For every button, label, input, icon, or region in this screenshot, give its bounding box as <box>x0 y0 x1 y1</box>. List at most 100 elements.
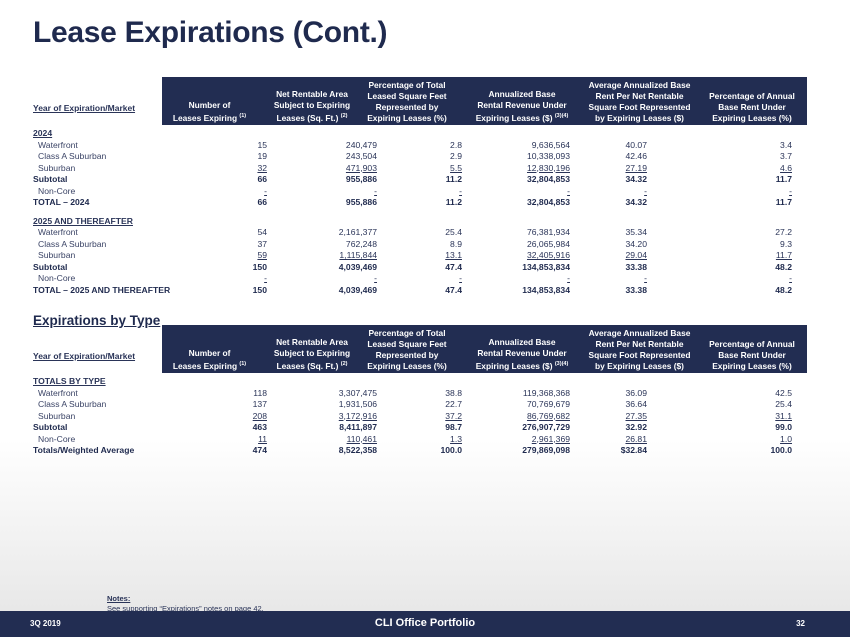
footer-title: CLI Office Portfolio <box>374 617 476 629</box>
header-net-rentable-area: Net Rentable Area Subject to Expiring Le… <box>273 337 351 371</box>
cell-col2: 471,903 <box>345 162 377 173</box>
page-title: Lease Expirations (Cont.) <box>33 16 388 49</box>
cell-col6: 25.4 <box>775 399 792 409</box>
cell-col4: 2,961,369 <box>531 433 570 444</box>
table-row: Class A Suburban 37 762,248 8.9 26,065,984 34… <box>0 239 850 251</box>
cell-col1: - <box>264 185 267 196</box>
table-row: TOTAL – 2024 66 955,886 11.2 32,804,853 34.32… <box>0 197 850 209</box>
header-avg-rent-per-sqft: Average Annualized Base Rent Per Net Ren… <box>588 328 691 371</box>
table-row: Non-Core - - - - - - <box>0 273 850 285</box>
table-row: Subtotal 150 4,039,469 47.4 134,853,834 33.38… <box>0 262 850 274</box>
table-row: Class A Suburban 19 243,504 2.9 10,338,093 42… <box>0 151 850 163</box>
cell-col1: 37 <box>257 238 267 249</box>
cell-col4: 279,869,098 <box>522 445 570 455</box>
table-row: Waterfront 54 2,161,377 25.4 76,381,934 35.34… <box>0 227 850 239</box>
cell-col6: 42.5 <box>775 387 792 398</box>
row-label: Non-Core <box>38 273 76 283</box>
header-net-rentable-area: Net Rentable Area Subject to Expiring Le… <box>273 89 351 123</box>
cell-col3: 1.3 <box>450 433 462 444</box>
cell-col3: 5.5 <box>450 162 462 173</box>
cell-col4: 32,804,853 <box>526 197 570 207</box>
table-row: TOTAL – 2025 AND THEREAFTER 150 4,039,469 4… <box>0 285 850 297</box>
table-header-bar: Number of Leases Expiring (1) Net Rentab… <box>162 325 807 373</box>
table-row: Suburban 32 471,903 5.5 12,830,196 27.19 4.6 <box>0 163 850 175</box>
cell-col4: 12,830,196 <box>526 162 570 173</box>
header-annualized-base-rent: Annualized Base Rental Revenue Under Exp… <box>475 337 569 371</box>
cell-col6: 3.4 <box>780 139 792 150</box>
cell-col4: 32,804,853 <box>526 174 570 184</box>
cell-col5: 29.04 <box>625 250 647 260</box>
cell-col4: 134,853,834 <box>522 284 570 295</box>
table-row: Totals/Weighted Average 474 8,522,358 100.0… <box>0 445 850 457</box>
cell-col2: - <box>374 185 377 196</box>
cell-col1: 463 <box>252 422 267 432</box>
row-label: Non-Core <box>38 433 76 444</box>
cell-col5: 33.38 <box>625 284 647 295</box>
cell-col1: 15 <box>257 139 267 150</box>
cell-col2: 1,931,506 <box>338 399 377 409</box>
cell-col4: 9,636,564 <box>531 139 570 150</box>
table-row: Waterfront 118 3,307,475 38.8 119,368,368 36.… <box>0 388 850 400</box>
notes: Notes: See supporting “Expirations” note… <box>107 594 264 613</box>
row-label: 2024 <box>33 128 53 138</box>
cell-col3: 8.9 <box>450 238 462 249</box>
cell-col1: 150 <box>252 284 267 295</box>
cell-col6: 11.7 <box>775 197 792 207</box>
cell-col2: 8,411,897 <box>339 422 377 432</box>
cell-col3: 98.7 <box>445 422 462 432</box>
row-label: TOTALS BY TYPE <box>33 376 106 386</box>
cell-col3: 13.1 <box>445 250 462 260</box>
cell-col5: 34.32 <box>625 174 647 184</box>
cell-col3: - <box>459 185 462 196</box>
header-pct-annual-base-rent: Percentage of Annual Base Rent Under Exp… <box>709 91 795 123</box>
cell-col5: 27.35 <box>625 410 647 421</box>
header-pct-annual-base-rent: Percentage of Annual Base Rent Under Exp… <box>709 339 795 371</box>
cell-col2: 240,479 <box>345 139 377 150</box>
cell-col5: 35.34 <box>625 227 647 237</box>
row-label: Suburban <box>38 250 76 260</box>
row-label: Waterfront <box>38 227 78 237</box>
table-row: Waterfront 15 240,479 2.8 9,636,564 40.07 3.4 <box>0 140 850 152</box>
cell-col5: 34.20 <box>625 238 647 249</box>
cell-col6: 48.2 <box>775 284 792 295</box>
cell-col3: 100.0 <box>440 445 462 455</box>
cell-col5: - <box>644 185 647 196</box>
cell-col2: 2,161,377 <box>338 227 377 237</box>
cell-col1: 59 <box>257 250 267 260</box>
cell-col2: 762,248 <box>345 238 377 249</box>
cell-col1: 208 <box>252 410 267 421</box>
row-label: Subtotal <box>33 261 68 272</box>
footer-period: 3Q 2019 <box>30 619 61 628</box>
cell-col1: - <box>264 273 267 283</box>
cell-col5: 33.38 <box>625 261 647 272</box>
cell-col6: 1.0 <box>780 433 792 444</box>
cell-col5: 36.09 <box>625 387 647 398</box>
cell-col6: 9.3 <box>780 238 792 249</box>
footer-bar: 3Q 2019 CLI Office Portfolio 32 <box>0 611 850 637</box>
cell-col5: 32.92 <box>625 422 647 432</box>
table-row: Subtotal 463 8,411,897 98.7 276,907,729 32.92… <box>0 422 850 434</box>
row-label: TOTAL – 2024 <box>33 197 90 207</box>
cell-col3: 37.2 <box>445 410 462 421</box>
page-number: 32 <box>796 619 805 628</box>
cell-col6: 27.2 <box>775 227 792 237</box>
cell-col5: $32.84 <box>620 445 647 455</box>
cell-col3: 2.8 <box>450 139 462 150</box>
cell-col5: - <box>644 273 647 283</box>
row-label: Suburban <box>38 162 76 173</box>
row-label: Waterfront <box>38 139 78 150</box>
cell-col4: 10,338,093 <box>526 151 570 161</box>
header-annualized-base-rent: Annualized Base Rental Revenue Under Exp… <box>475 89 569 123</box>
row-label: Class A Suburban <box>38 238 107 249</box>
cell-col1: 474 <box>252 445 267 455</box>
cell-col5: 26.81 <box>625 433 647 444</box>
cell-col4: 76,381,934 <box>526 227 570 237</box>
cell-col4: 119,368,368 <box>522 387 570 398</box>
header-pct-leased-sqft: Percentage of Total Leased Square Feet R… <box>367 328 447 371</box>
cell-col2: 1,115,844 <box>339 250 377 260</box>
cell-col4: 276,907,729 <box>522 422 570 432</box>
cell-col1: 118 <box>253 387 267 398</box>
section-title-expirations-by-type: Expirations by Type <box>33 313 161 328</box>
cell-col6: 99.0 <box>775 422 792 432</box>
cell-col6: 48.2 <box>775 261 792 272</box>
